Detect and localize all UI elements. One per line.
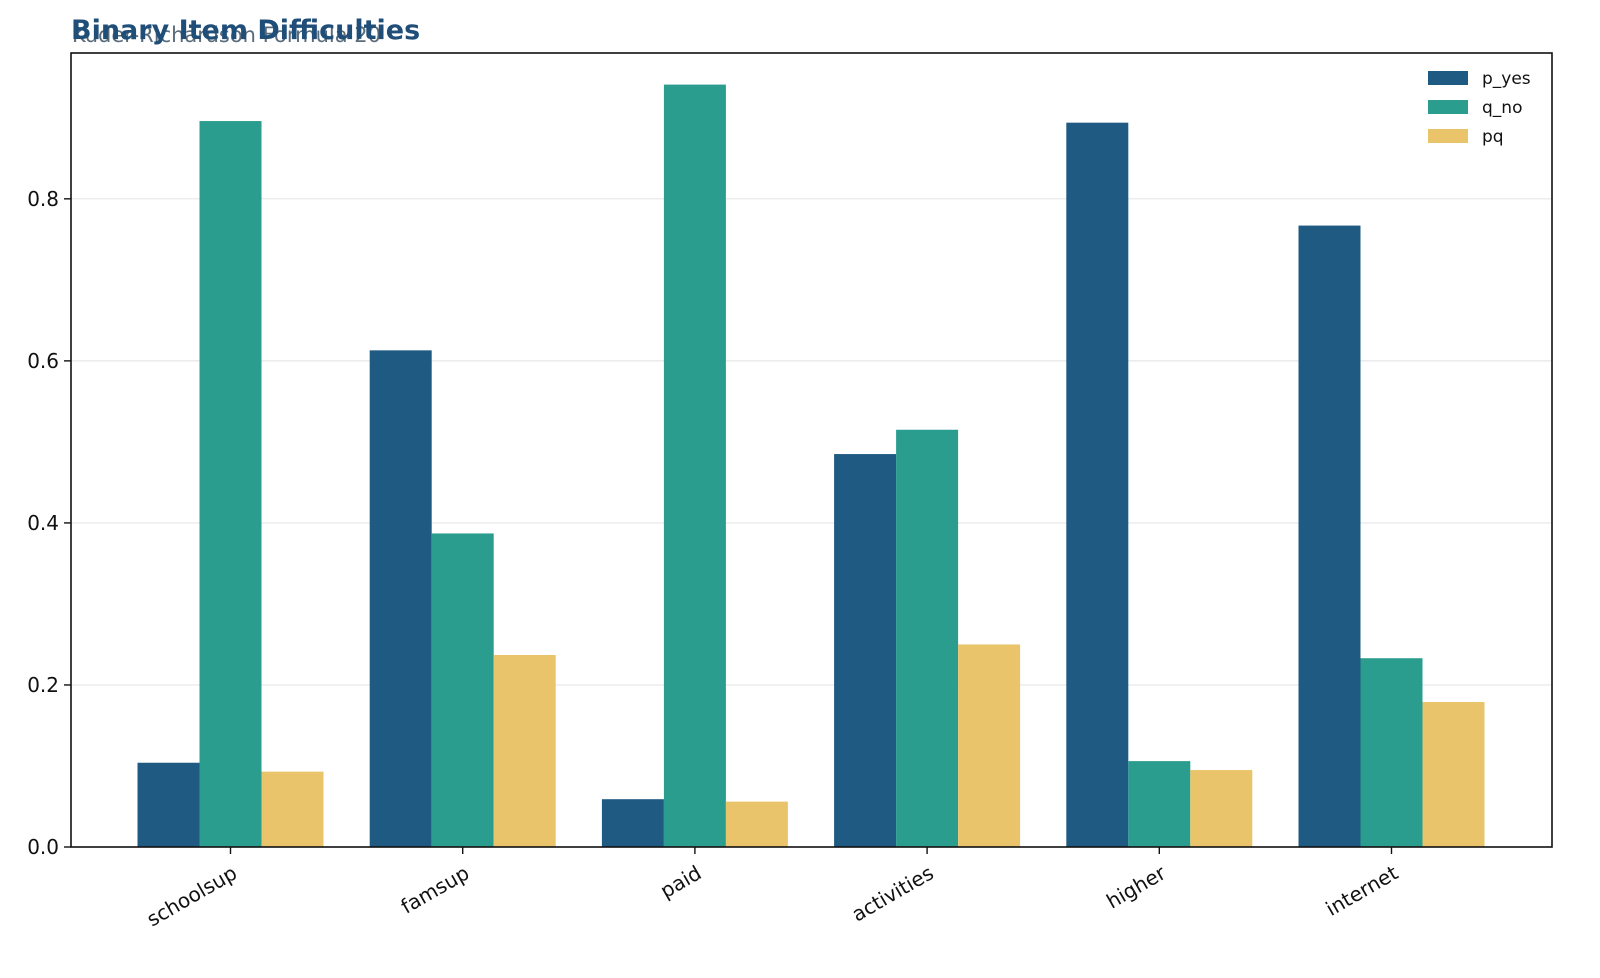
bar-pq-famsup [493,654,556,847]
bar-p_yes-famsup [369,350,432,847]
legend-label-pq: pq [1482,127,1504,147]
bar-pq-internet [1422,701,1485,847]
y-tick-label: 0.8 [27,187,59,211]
bar-p_yes-internet [1298,225,1361,847]
legend-label-q_no: q_no [1482,98,1522,118]
bar-p_yes-activities [834,454,897,847]
bar-q_no-schoolsup [199,121,262,848]
bar-q_no-higher [1128,761,1191,847]
bar-p_yes-higher [1066,122,1129,847]
bar-pq-paid [725,801,788,847]
legend-swatch-q_no [1428,100,1468,114]
y-tick-label: 0.4 [27,511,59,535]
chart-subtitle: Kuder-Richardson Formula 20 [72,23,381,47]
y-tick-label: 0.6 [27,349,59,373]
legend-swatch-p_yes [1428,71,1468,85]
y-axis: 0.0 0.2 0.4 0.6 0.8 [27,187,71,859]
y-tick-label: 0.2 [27,673,59,697]
bar-p_yes-paid [601,799,664,847]
y-tick-label: 0.0 [27,835,59,859]
chart-title: Binary Item Difficulties [71,15,420,46]
bar-q_no-paid [663,84,726,847]
bar-q_no-famsup [431,533,494,847]
legend-swatch-pq [1428,129,1468,143]
bar-pq-schoolsup [261,771,324,847]
bar-pq-higher [1190,770,1253,847]
plot-frame [70,52,1553,848]
bar-q_no-internet [1360,658,1423,847]
bar-p_yes-schoolsup [137,762,200,847]
bar-q_no-activities [896,429,959,847]
legend-label-p_yes: p_yes [1482,69,1531,89]
bar-pq-activities [958,644,1021,847]
bars [137,84,1485,848]
